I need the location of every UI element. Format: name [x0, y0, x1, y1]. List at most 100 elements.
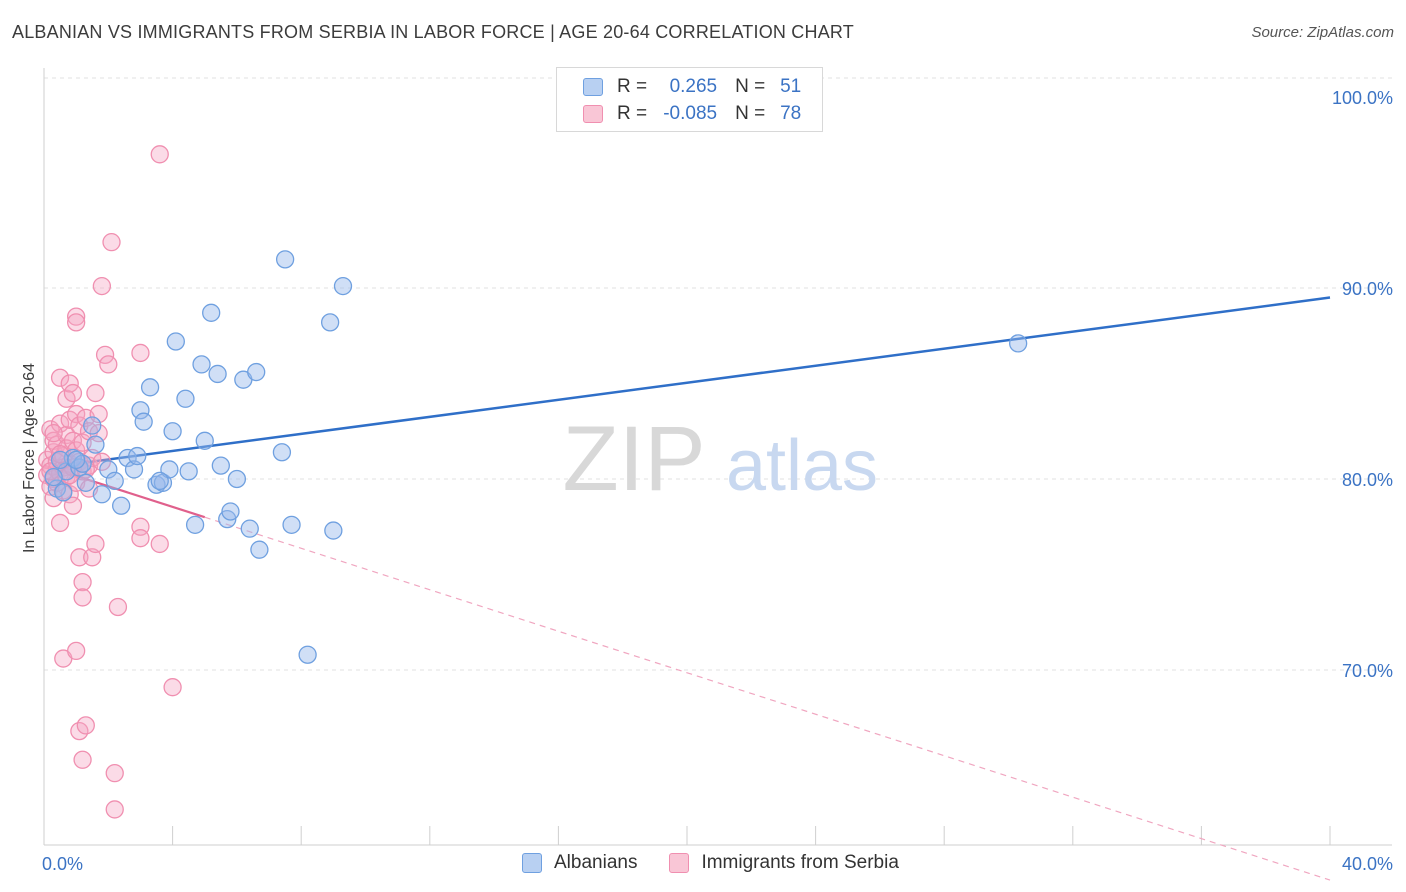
albanians-point — [76, 473, 95, 492]
albanians-swatch — [583, 78, 603, 96]
albanians-point — [112, 496, 131, 515]
y-tick-label: 100.0% — [1332, 88, 1393, 108]
watermark-atlas: atlas — [726, 426, 878, 506]
serbia-point — [86, 383, 105, 403]
y-tick-label: 70.0% — [1342, 661, 1393, 681]
serbia-point — [92, 276, 112, 296]
albanians-point — [67, 450, 86, 470]
albanians-point — [192, 355, 211, 374]
albanians-point — [54, 483, 73, 502]
serbia-legend-label: Immigrants from Serbia — [701, 852, 899, 873]
albanians-point — [176, 389, 195, 408]
watermark-zip: ZIP — [562, 408, 705, 510]
serbia-swatch — [583, 105, 603, 123]
x-tick-label: 40.0% — [1342, 854, 1393, 874]
serbia-n-value: 78 — [780, 103, 802, 124]
albanians-point — [208, 364, 227, 384]
albanians-r-value: 0.265 — [669, 76, 718, 97]
albanians-point — [99, 460, 118, 479]
serbia-point — [73, 588, 92, 607]
serbia-point — [89, 404, 108, 424]
albanians-point — [44, 467, 63, 487]
albanians-point — [179, 462, 198, 481]
r-label: R = — [617, 103, 648, 124]
albanians-point — [195, 431, 214, 450]
albanians-n-value: 51 — [780, 76, 802, 97]
serbia-point — [63, 496, 83, 515]
serbia-point — [63, 383, 83, 403]
serbia-point — [76, 716, 95, 735]
albanians-point — [124, 460, 144, 479]
albanians-legend-swatch — [522, 853, 542, 873]
albanians-point — [50, 450, 70, 470]
y-tick-label: 80.0% — [1342, 470, 1393, 490]
albanians-point — [221, 502, 240, 521]
serbia-point — [105, 800, 124, 819]
albanians-point — [92, 485, 112, 504]
serbia-point — [83, 448, 102, 468]
trend-lines — [43, 296, 1331, 881]
legend-row-serbia: R = -0.085 N = 78 — [583, 103, 801, 125]
serbia-point — [67, 641, 86, 661]
albanians-point — [105, 471, 124, 491]
serbia-point — [108, 597, 128, 617]
series-legend: Albanians Immigrants from Serbia — [522, 852, 899, 874]
r-label: R = — [617, 76, 648, 97]
serbia-point — [105, 763, 124, 783]
albanians-point — [134, 412, 153, 431]
axes — [43, 68, 1392, 846]
serbia-point — [86, 534, 105, 554]
serbia-point — [50, 513, 70, 533]
n-label: N = — [735, 76, 766, 97]
albanians-point — [185, 515, 205, 534]
albanians-point — [320, 313, 340, 332]
albanians-point — [247, 362, 266, 382]
y-tick-label: 90.0% — [1342, 279, 1393, 299]
albanians-point — [324, 521, 343, 540]
legend-row-albanians: R = 0.265 N = 51 — [583, 76, 801, 98]
serbia-point — [67, 313, 86, 332]
albanians-point — [250, 540, 269, 559]
x-tick-label: 0.0% — [42, 854, 83, 874]
serbia-point — [44, 424, 63, 443]
albanians-point — [86, 435, 105, 454]
albanians-point — [282, 515, 301, 534]
serbia-point — [67, 307, 86, 326]
serbia-point — [67, 404, 86, 424]
serbia-trend-extension — [204, 516, 1331, 881]
albanians-trend-line — [75, 296, 1331, 465]
albanians-point — [1008, 334, 1028, 353]
serbia-point — [50, 368, 70, 387]
serbia-point — [163, 678, 182, 697]
serbia-point — [50, 414, 70, 433]
albanians-point — [272, 443, 292, 462]
serbia-point — [95, 345, 115, 365]
correlation-legend: R = 0.265 N = 51 R = -0.085 N = 78 — [556, 67, 823, 132]
serbia-point — [60, 374, 79, 393]
serbia-point — [73, 572, 92, 592]
albanians-point — [150, 471, 169, 491]
serbia-point — [83, 548, 102, 567]
serbia-point — [76, 460, 95, 479]
albanians-point — [227, 469, 247, 489]
serbia-point — [70, 548, 89, 567]
serbia-point — [150, 145, 169, 164]
albanians-point — [298, 645, 317, 664]
albanians-point — [140, 378, 160, 397]
serbia-r-value: -0.085 — [663, 103, 718, 124]
albanians-point — [211, 456, 230, 475]
n-label: N = — [735, 103, 766, 124]
serbia-point — [131, 529, 150, 548]
albanians-point — [240, 519, 259, 538]
serbia-point — [102, 233, 121, 252]
albanians-point — [202, 303, 221, 322]
albanians-legend-label: Albanians — [554, 852, 638, 873]
serbia-point — [131, 343, 150, 363]
albanians-point — [128, 446, 147, 466]
data-points — [38, 145, 1028, 819]
albanians-point — [333, 276, 353, 296]
albanians-point — [163, 422, 182, 441]
albanians-point — [166, 332, 185, 351]
albanians-point — [83, 416, 102, 435]
